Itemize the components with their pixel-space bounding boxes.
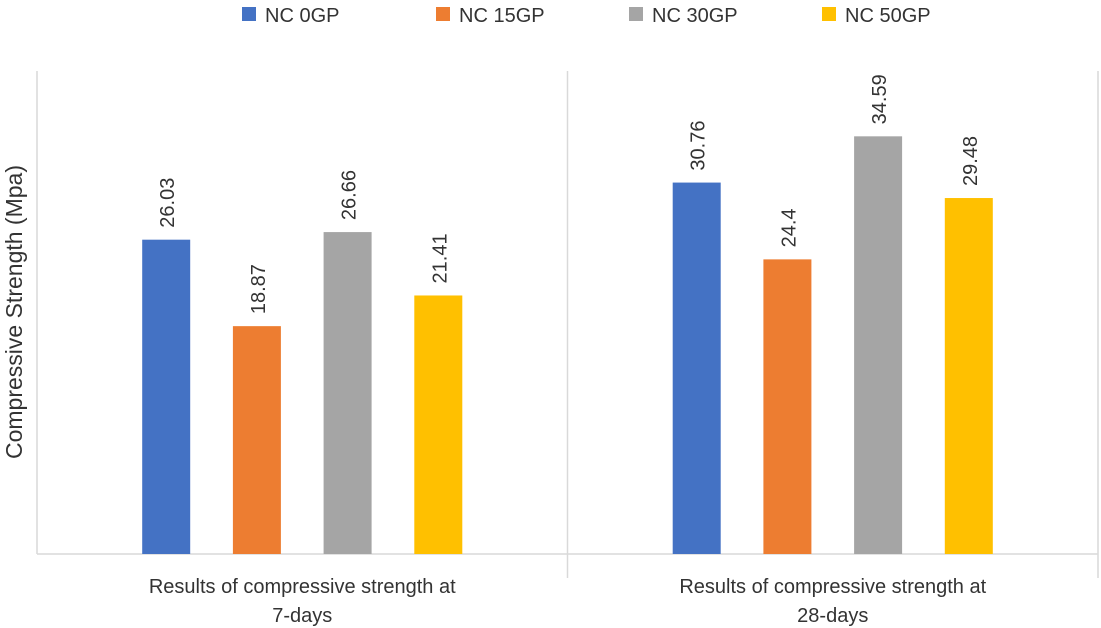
category-label: Results of compressive strength at bbox=[679, 576, 986, 598]
category-labels: Results of compressive strength at 7-days… bbox=[149, 576, 987, 627]
legend-label: NC 15GP bbox=[459, 5, 545, 27]
bar bbox=[232, 326, 281, 554]
data-label: 26.03 bbox=[157, 178, 179, 228]
category-label: 7-days bbox=[272, 605, 332, 627]
data-label: 26.66 bbox=[339, 170, 361, 220]
legend-swatch bbox=[242, 7, 256, 21]
bar bbox=[944, 198, 993, 555]
data-label: 30.76 bbox=[688, 121, 710, 171]
bar bbox=[414, 295, 463, 554]
bar bbox=[323, 232, 372, 554]
bar bbox=[142, 239, 191, 554]
category-label: 28-days bbox=[797, 605, 868, 627]
data-label: 34.59 bbox=[869, 74, 891, 124]
data-label: 18.87 bbox=[248, 264, 270, 314]
data-label: 29.48 bbox=[960, 136, 982, 186]
data-label: 21.41 bbox=[429, 233, 451, 283]
legend: NC 0GP NC 15GP NC 30GP NC 50GP bbox=[242, 5, 931, 27]
category-label: Results of compressive strength at bbox=[149, 576, 456, 598]
data-label: 24.4 bbox=[778, 208, 800, 247]
bars: 26.03 18.87 26.66 21.41 30.76 24.4 34.59 29.48 bbox=[142, 74, 993, 555]
y-axis-label: Compressive Strength (Mpa) bbox=[1, 165, 27, 459]
legend-label: NC 30GP bbox=[652, 5, 738, 27]
legend-swatch bbox=[822, 7, 836, 21]
legend-label: NC 50GP bbox=[845, 5, 931, 27]
bar bbox=[672, 182, 721, 554]
legend-swatch bbox=[436, 7, 450, 21]
bar bbox=[763, 259, 812, 554]
legend-swatch bbox=[629, 7, 643, 21]
legend-label: NC 0GP bbox=[265, 5, 339, 27]
plot-frame bbox=[36, 71, 1099, 578]
bar bbox=[854, 136, 903, 554]
